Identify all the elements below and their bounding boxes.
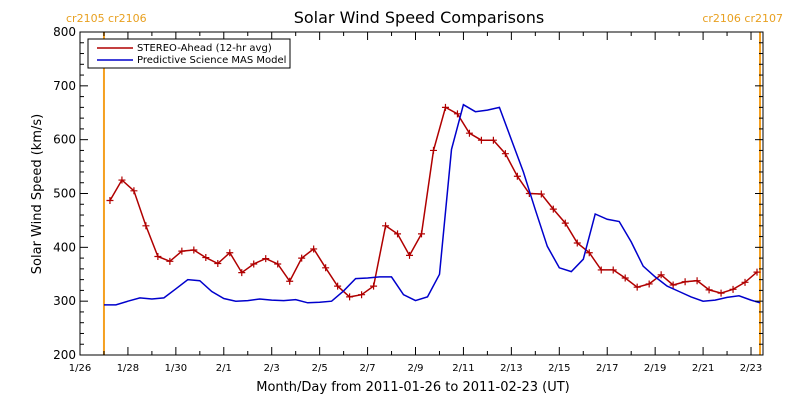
series-group — [104, 103, 761, 306]
series-0-point-29 — [453, 110, 461, 118]
series-0-point-39 — [573, 239, 581, 247]
y-tick-label-600: 600 — [53, 133, 76, 147]
series-0-point-23 — [382, 222, 390, 230]
x-tick-label-12: 2/19 — [644, 363, 666, 374]
series-0-point-8 — [202, 254, 210, 262]
series-0-point-10 — [226, 249, 234, 257]
x-tick-label-8: 2/11 — [452, 363, 474, 374]
legend-label-model: Predictive Science MAS Model — [137, 55, 286, 66]
y-axis: 200 300 400 500 600 700 800 — [53, 25, 763, 362]
series-0-point-48 — [681, 278, 689, 286]
x-tick-label-10: 2/15 — [548, 363, 570, 374]
x-tick-label-14: 2/23 — [740, 363, 762, 374]
series-0-point-28 — [441, 103, 449, 111]
x-axis: 1/26 1/28 1/30 2/1 2/3 2/5 2/7 2/9 2/11 2/13 2/15 2… — [69, 32, 762, 374]
series-0-point-7 — [190, 246, 198, 254]
series-0-point-33 — [501, 150, 509, 158]
y-tick-label-400: 400 — [53, 240, 76, 254]
x-tick-label-13: 2/21 — [692, 363, 714, 374]
series-0-point-43 — [621, 274, 629, 282]
x-tick-label-1: 1/28 — [117, 363, 139, 374]
series-line-0 — [109, 106, 758, 298]
y-tick-label-800: 800 — [53, 25, 76, 39]
series-0-point-19 — [334, 282, 342, 290]
series-0-point-24 — [394, 230, 402, 238]
series-0-point-45 — [645, 280, 653, 288]
series-0-point-31 — [477, 136, 485, 144]
legend-box — [87, 38, 291, 69]
series-0-point-0 — [106, 196, 114, 204]
x-tick-label-6: 2/7 — [360, 363, 376, 374]
x-tick-label-5: 2/5 — [312, 363, 328, 374]
series-0-point-17 — [310, 245, 318, 253]
series-0-point-27 — [429, 146, 437, 154]
series-0-point-6 — [178, 247, 186, 255]
y-tick-label-200: 200 — [53, 348, 76, 362]
series-0-point-34 — [513, 172, 521, 180]
y-tick-label-700: 700 — [53, 79, 76, 93]
series-0-point-36 — [537, 190, 545, 198]
series-0-point-44 — [633, 283, 641, 291]
cr-marker-label-0: cr2105 cr2106 — [66, 12, 147, 25]
series-0-point-16 — [298, 254, 306, 262]
x-tick-label-7: 2/9 — [407, 363, 423, 374]
x-tick-label-11: 2/17 — [596, 363, 618, 374]
series-0-point-52 — [729, 285, 737, 293]
series-0-point-42 — [609, 266, 617, 274]
x-tick-label-9: 2/13 — [500, 363, 522, 374]
x-tick-label-2: 1/30 — [165, 363, 187, 374]
series-0-point-14 — [274, 260, 282, 268]
series-0-point-20 — [346, 293, 354, 301]
x-axis-label: Month/Day from 2011-01-26 to 2011-02-23 … — [256, 380, 569, 395]
series-0-point-12 — [250, 260, 258, 268]
series-0-point-22 — [370, 282, 378, 290]
series-0-point-2 — [130, 187, 138, 195]
series-0-point-37 — [549, 205, 557, 213]
plot-frame — [79, 31, 764, 356]
series-0-point-13 — [262, 255, 270, 263]
series-0-point-30 — [465, 129, 473, 137]
series-0-point-26 — [418, 230, 425, 238]
series-0-point-5 — [166, 257, 174, 265]
series-0-point-51 — [717, 289, 725, 297]
series-0-point-15 — [286, 277, 294, 285]
series-0-point-41 — [597, 266, 605, 274]
series-0-point-40 — [585, 249, 593, 257]
series-0-point-46 — [657, 271, 665, 279]
series-0-point-1 — [118, 176, 126, 184]
cr-marker-label-1: cr2106 cr2107 — [702, 12, 783, 25]
series-0-point-47 — [669, 281, 677, 289]
series-0-point-11 — [238, 269, 246, 277]
series-0-point-18 — [322, 264, 330, 272]
x-tick-label-4: 2/3 — [264, 363, 280, 374]
series-0-point-9 — [214, 259, 222, 267]
y-tick-label-300: 300 — [53, 294, 76, 308]
series-0-point-4 — [154, 252, 162, 260]
series-0-point-3 — [142, 222, 150, 230]
chart-title: Solar Wind Speed Comparisons — [294, 8, 545, 27]
x-tick-label-3: 2/1 — [216, 363, 232, 374]
series-0-point-53 — [741, 278, 749, 286]
y-tick-label-500: 500 — [53, 187, 76, 201]
legend: STEREO-Ahead (12-hr avg) Predictive Scie… — [87, 38, 291, 69]
series-0-point-32 — [489, 136, 497, 144]
series-line-1 — [104, 103, 761, 306]
series-0-point-50 — [705, 286, 713, 294]
series-0-point-25 — [406, 251, 414, 259]
series-0-point-49 — [693, 277, 701, 285]
series-0-point-21 — [358, 291, 366, 299]
legend-label-stereo: STEREO-Ahead (12-hr avg) — [137, 43, 272, 54]
series-0-point-54 — [753, 268, 761, 276]
series-0-point-38 — [561, 219, 569, 227]
x-tick-label-0: 1/26 — [69, 363, 91, 374]
y-axis-label: Solar Wind Speed (km/s) — [30, 114, 45, 274]
